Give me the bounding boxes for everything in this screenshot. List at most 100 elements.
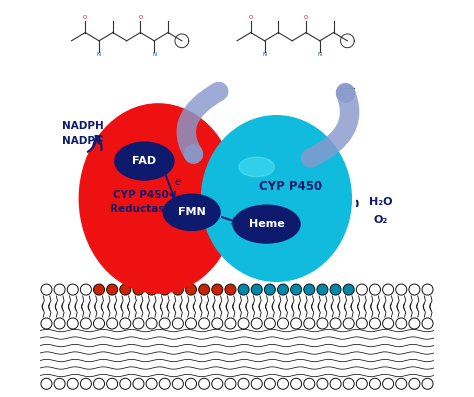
Circle shape xyxy=(251,378,262,389)
Circle shape xyxy=(120,284,131,295)
Text: O: O xyxy=(304,15,308,20)
Ellipse shape xyxy=(115,142,174,180)
Circle shape xyxy=(291,284,301,295)
Text: N: N xyxy=(97,52,101,57)
Circle shape xyxy=(146,378,157,389)
Circle shape xyxy=(330,318,341,329)
Circle shape xyxy=(107,318,118,329)
Circle shape xyxy=(93,284,105,295)
Circle shape xyxy=(383,284,393,295)
Text: Heme: Heme xyxy=(249,219,284,229)
Circle shape xyxy=(356,318,367,329)
Circle shape xyxy=(264,284,275,295)
Circle shape xyxy=(264,378,275,389)
Circle shape xyxy=(67,284,78,295)
Text: CYP P450: CYP P450 xyxy=(259,180,322,193)
Text: FMN: FMN xyxy=(178,207,206,217)
Circle shape xyxy=(54,284,65,295)
Circle shape xyxy=(225,318,236,329)
Circle shape xyxy=(264,318,275,329)
Circle shape xyxy=(81,284,91,295)
Text: e: e xyxy=(174,177,180,187)
Circle shape xyxy=(199,378,210,389)
Circle shape xyxy=(317,318,328,329)
Circle shape xyxy=(133,378,144,389)
Circle shape xyxy=(343,284,354,295)
Circle shape xyxy=(356,284,367,295)
Circle shape xyxy=(343,318,354,329)
FancyArrowPatch shape xyxy=(310,93,350,158)
Circle shape xyxy=(383,378,393,389)
Text: H₂O: H₂O xyxy=(369,197,392,208)
Text: NADP+: NADP+ xyxy=(62,136,103,146)
Circle shape xyxy=(146,284,157,295)
Circle shape xyxy=(343,378,354,389)
Ellipse shape xyxy=(201,116,351,281)
Circle shape xyxy=(291,318,301,329)
Circle shape xyxy=(225,284,236,295)
Circle shape xyxy=(330,378,341,389)
Circle shape xyxy=(396,318,407,329)
Ellipse shape xyxy=(123,153,154,173)
Circle shape xyxy=(212,284,223,295)
Circle shape xyxy=(277,284,289,295)
Circle shape xyxy=(41,284,52,295)
Ellipse shape xyxy=(163,194,220,230)
Circle shape xyxy=(133,318,144,329)
Text: NADPH: NADPH xyxy=(62,121,103,131)
Circle shape xyxy=(133,284,144,295)
Circle shape xyxy=(159,378,170,389)
Circle shape xyxy=(317,284,328,295)
Circle shape xyxy=(173,284,183,295)
Circle shape xyxy=(212,318,223,329)
Text: O: O xyxy=(83,15,87,20)
Circle shape xyxy=(238,318,249,329)
Circle shape xyxy=(330,284,341,295)
Circle shape xyxy=(93,318,105,329)
FancyArrowPatch shape xyxy=(186,91,219,154)
Circle shape xyxy=(54,378,65,389)
Circle shape xyxy=(396,284,407,295)
Ellipse shape xyxy=(79,104,237,293)
Circle shape xyxy=(159,284,170,295)
Circle shape xyxy=(120,318,131,329)
Text: O₂: O₂ xyxy=(373,215,387,225)
Circle shape xyxy=(199,284,210,295)
Circle shape xyxy=(304,318,315,329)
Circle shape xyxy=(369,318,381,329)
Text: CYP P450
Reductase: CYP P450 Reductase xyxy=(109,191,171,214)
Circle shape xyxy=(185,284,197,295)
Circle shape xyxy=(304,284,315,295)
Circle shape xyxy=(54,318,65,329)
Circle shape xyxy=(173,378,183,389)
Text: N: N xyxy=(152,52,156,57)
Circle shape xyxy=(251,284,262,295)
Text: N: N xyxy=(318,52,322,57)
Circle shape xyxy=(225,378,236,389)
Circle shape xyxy=(422,378,433,389)
Circle shape xyxy=(159,318,170,329)
Text: N: N xyxy=(263,52,267,57)
Circle shape xyxy=(212,378,223,389)
Circle shape xyxy=(369,378,381,389)
Circle shape xyxy=(409,378,420,389)
Circle shape xyxy=(185,318,197,329)
Circle shape xyxy=(146,318,157,329)
Text: O: O xyxy=(249,15,253,20)
Circle shape xyxy=(81,378,91,389)
Circle shape xyxy=(422,318,433,329)
Circle shape xyxy=(317,378,328,389)
Circle shape xyxy=(185,378,197,389)
Circle shape xyxy=(409,318,420,329)
Circle shape xyxy=(422,284,433,295)
Circle shape xyxy=(238,284,249,295)
Circle shape xyxy=(199,318,210,329)
Circle shape xyxy=(291,378,301,389)
Ellipse shape xyxy=(233,205,300,243)
Text: O: O xyxy=(138,15,143,20)
Circle shape xyxy=(107,284,118,295)
Circle shape xyxy=(369,284,381,295)
Circle shape xyxy=(93,378,105,389)
Circle shape xyxy=(409,284,420,295)
Text: FAD: FAD xyxy=(132,156,156,166)
